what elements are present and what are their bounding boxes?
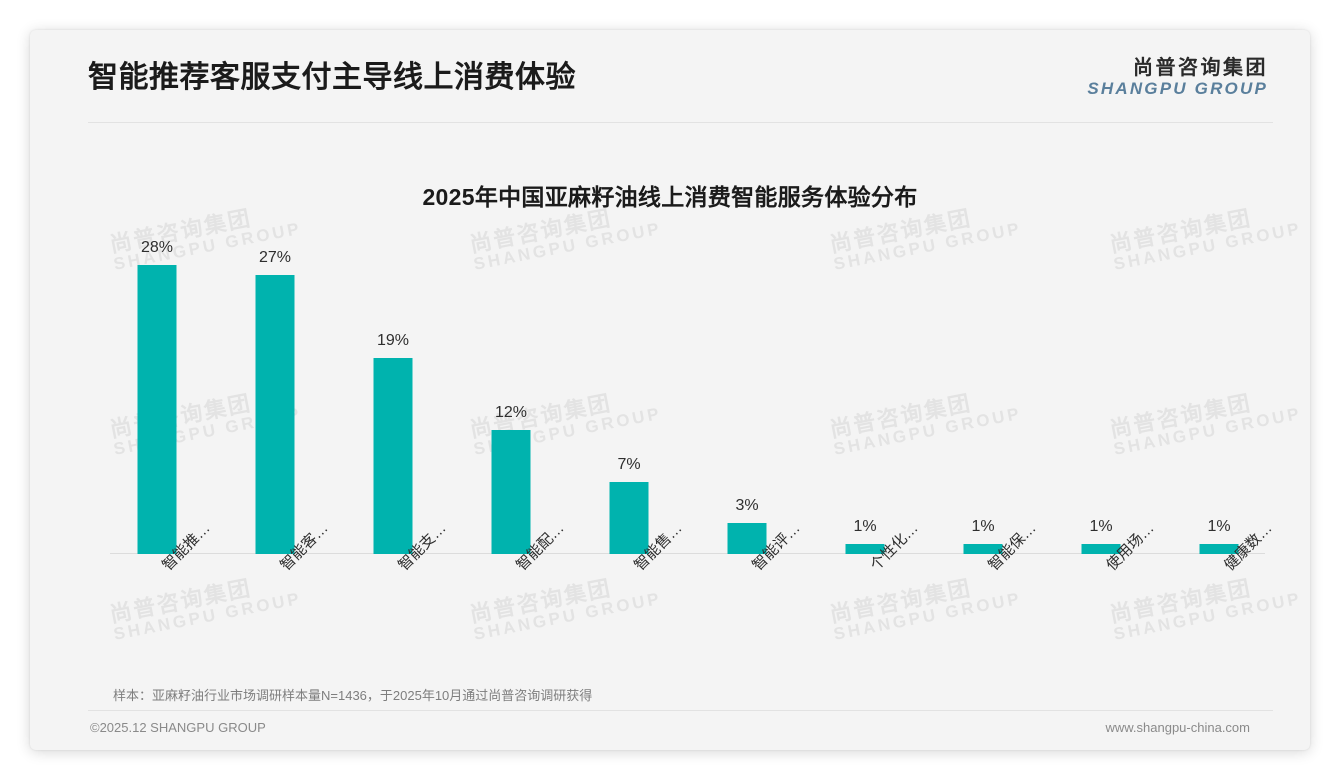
x-axis-label-slot: 个性化… (806, 520, 924, 630)
bar-value-label: 1% (853, 518, 877, 535)
page-title: 智能推荐客服支付主导线上消费体验 (88, 61, 576, 94)
website-url: www.shangpu-china.com (1105, 720, 1250, 735)
bar[interactable] (373, 358, 413, 554)
bar[interactable] (255, 275, 295, 554)
bar[interactable] (1081, 544, 1121, 554)
bar[interactable] (491, 430, 531, 554)
bar[interactable] (963, 544, 1003, 554)
x-axis-line (110, 553, 1265, 554)
bar-slot: 12% (452, 244, 570, 554)
chart-title: 2025年中国亚麻籽油线上消费智能服务体验分布 (422, 184, 918, 210)
x-axis-label-slot: 智能保… (924, 520, 1042, 630)
copyright-text: ©2025.12 SHANGPU GROUP (90, 720, 266, 735)
brand-logo: 尚普咨询集团 SHANGPU GROUP (1087, 57, 1268, 98)
bar-slot: 1% (924, 244, 1042, 554)
bar-value-label: 1% (971, 518, 995, 535)
bar[interactable] (845, 544, 885, 554)
bar-value-label: 28% (140, 239, 174, 256)
x-axis-label-slot: 智能配… (452, 520, 570, 630)
bar-value-label: 1% (1207, 518, 1231, 535)
bar[interactable] (609, 482, 649, 554)
bar[interactable] (727, 523, 767, 554)
bar[interactable] (137, 265, 177, 554)
bar-slot: 1% (806, 244, 924, 554)
bar-slot: 28% (98, 239, 216, 554)
bar-slot: 7% (570, 244, 688, 554)
bar-series: 28% 27% 19% 12% 7% 3% 1% 1% 1% 1% (78, 239, 1268, 554)
x-axis-label-slot: 智能推… (98, 520, 216, 630)
bar-value-label: 12% (494, 404, 528, 421)
bar[interactable] (1199, 544, 1239, 554)
footer-divider (88, 710, 1273, 711)
x-axis-label-slot: 智能支… (334, 520, 452, 630)
bar-value-label: 1% (1089, 518, 1113, 535)
x-axis-labels: 智能推… 智能客… 智能支… 智能配… 智能售… 智能评… 个性化… 智能保… 使用场… 健康数… (78, 520, 1275, 630)
bar-slot: 3% (688, 244, 806, 554)
bar-value-label: 27% (258, 249, 292, 266)
logo-chinese-text: 尚普咨询集团 (1133, 57, 1268, 79)
logo-english-text: SHANGPU GROUP (1087, 78, 1268, 98)
slide-card: 尚普咨询集团 SHANGPU GROUP 尚普咨询集团 SHANGPU GROUP 尚普… (30, 30, 1310, 750)
x-axis-label-slot: 智能评… (688, 520, 806, 630)
sample-footnote: 样本：亚麻籽油行业市场调研样本量N=1436，于2025年10月通过尚普咨询调研… (113, 688, 593, 703)
bar-slot: 1% (1042, 244, 1160, 554)
header-divider (88, 122, 1273, 123)
x-axis-label-slot: 智能客… (216, 520, 334, 630)
bar-chart: 28% 27% 19% 12% 7% 3% 1% 1% 1% 1% 智能推… 智能客… 智能支… 智能配… (78, 230, 1276, 630)
bar-value-label: 7% (617, 456, 641, 473)
bar-slot: 1% (1160, 244, 1278, 554)
x-axis-label-slot: 使用场… (1042, 520, 1160, 630)
bar-slot: 27% (216, 244, 334, 554)
x-axis-label-slot: 健康数… (1160, 520, 1278, 630)
x-axis-label-slot: 智能售… (570, 520, 688, 630)
bar-value-label: 3% (735, 497, 759, 514)
bar-value-label: 19% (376, 332, 410, 349)
slide-header: 智能推荐客服支付主导线上消费体验 尚普咨询集团 SHANGPU GROUP (30, 30, 1310, 123)
bar-slot: 19% (334, 244, 452, 554)
